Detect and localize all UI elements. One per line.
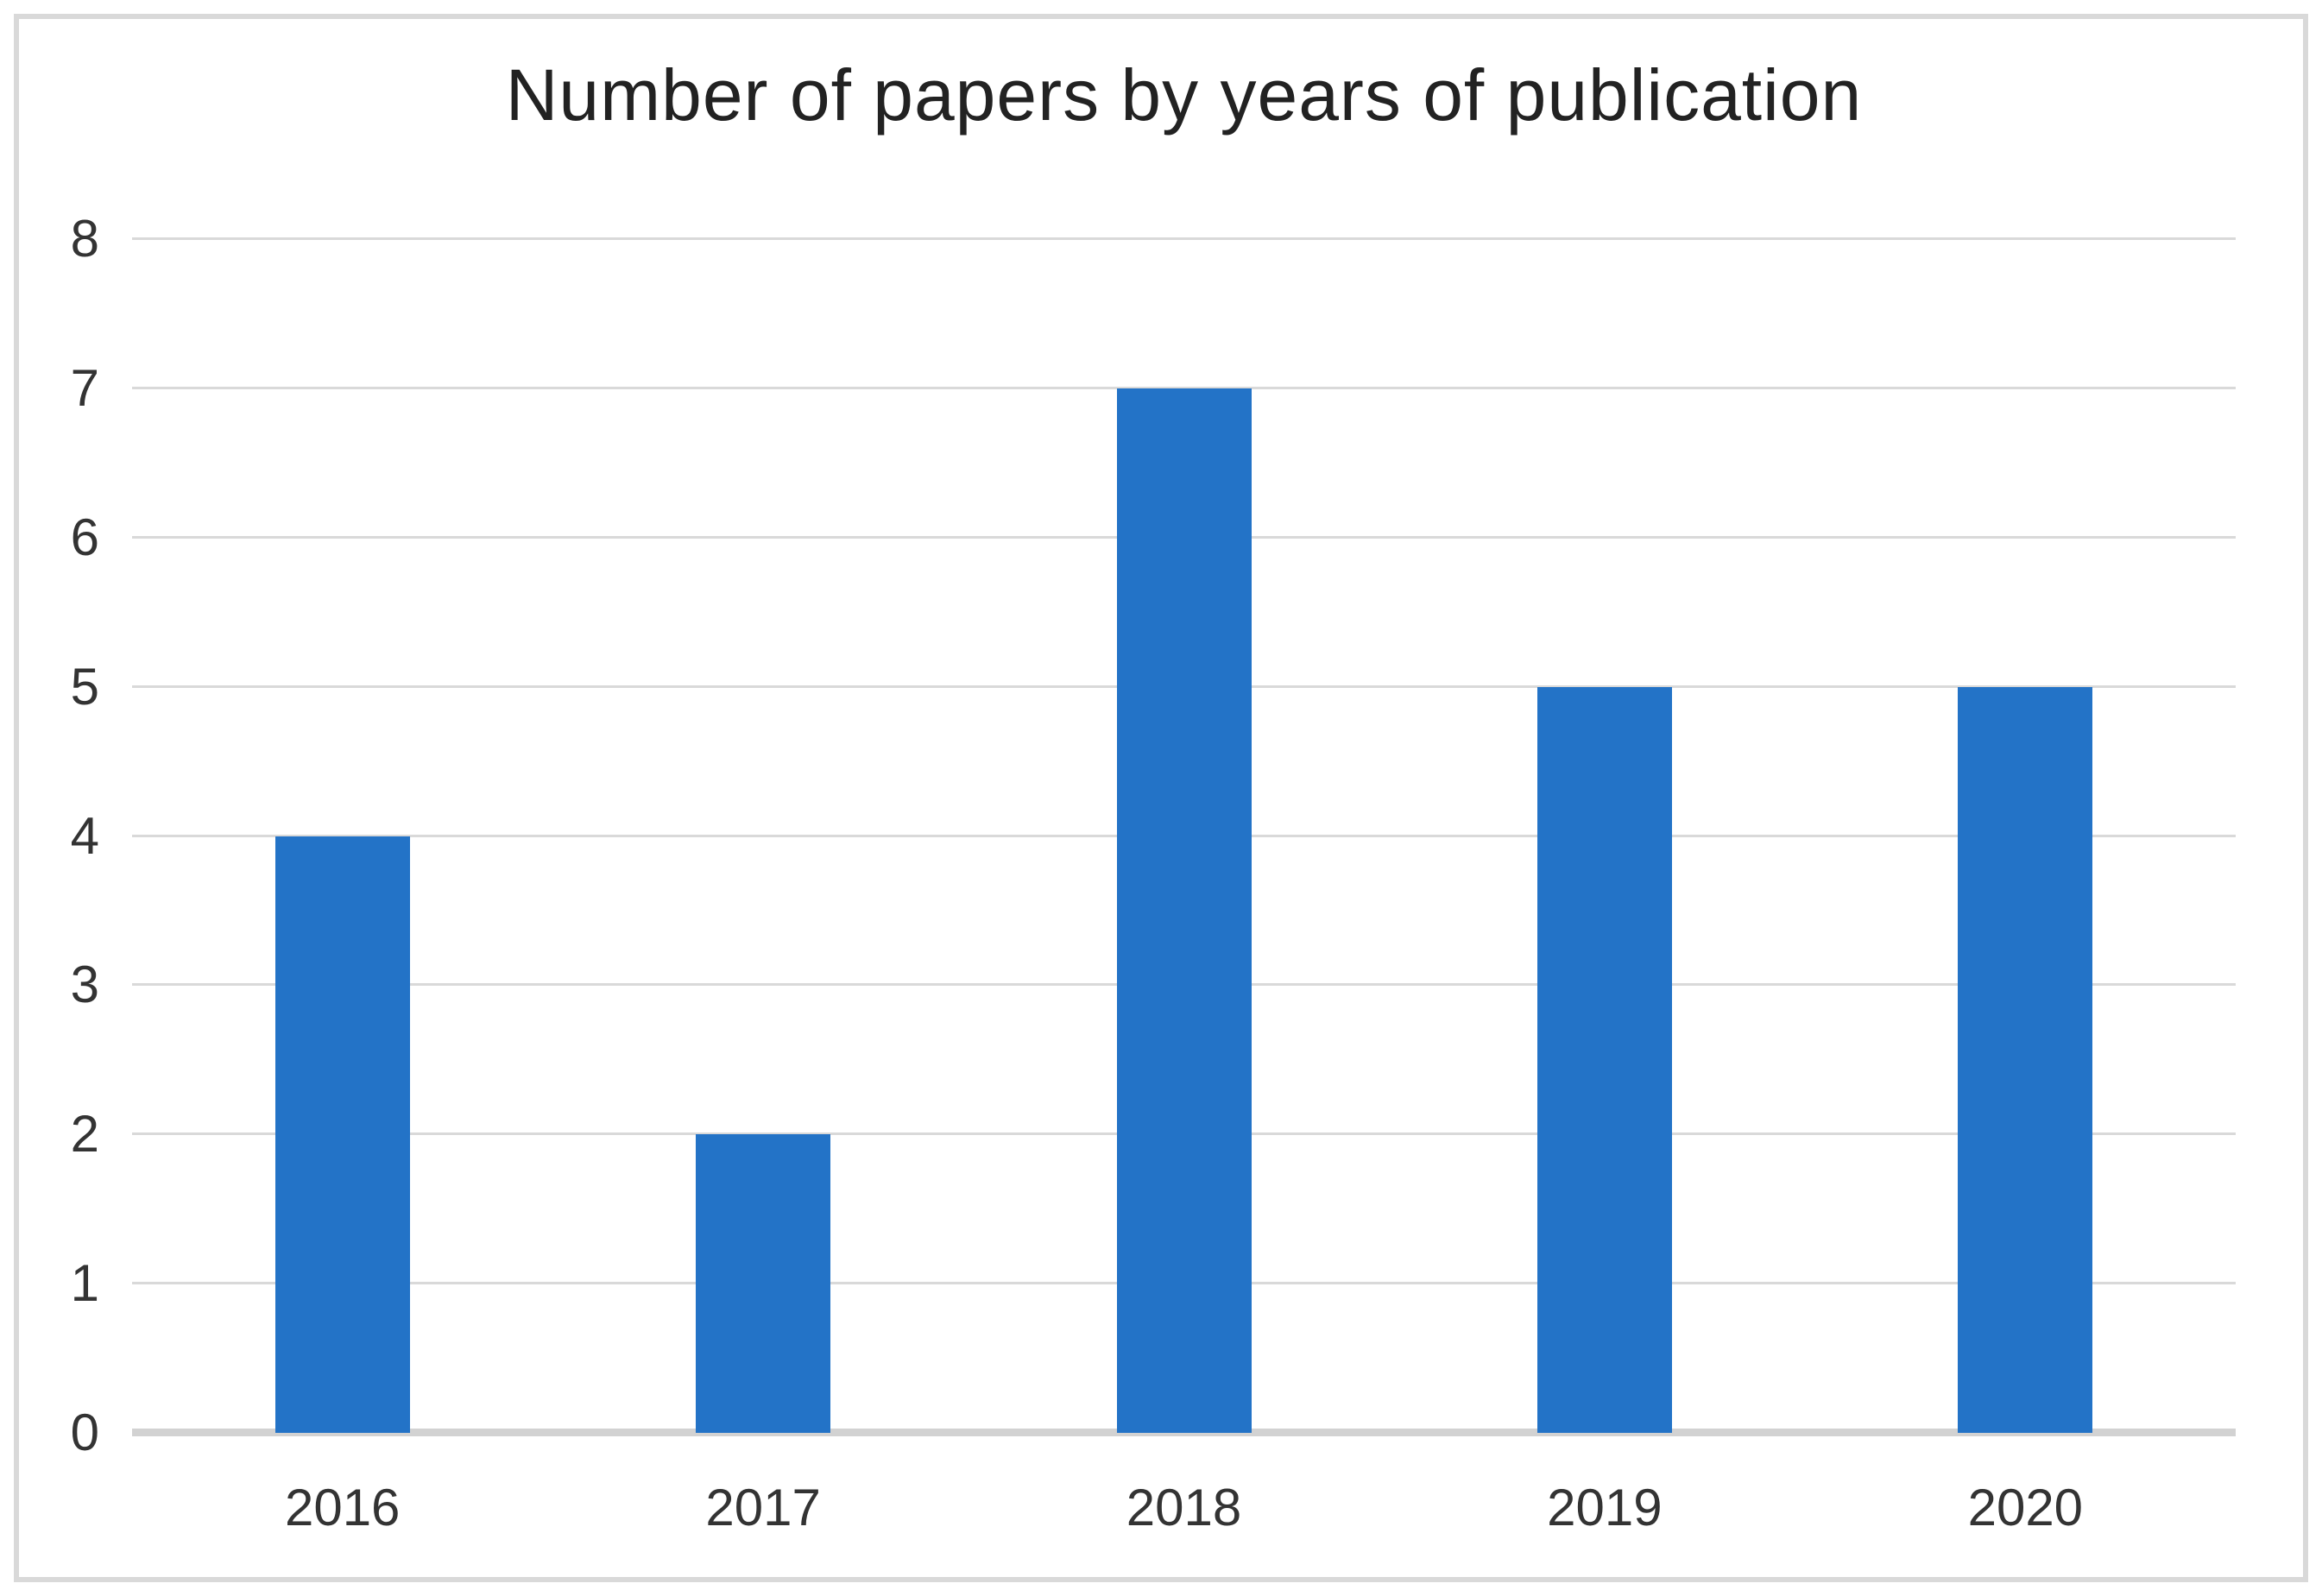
y-tick-label: 3	[70, 956, 99, 1014]
y-tick-label: 2	[70, 1105, 99, 1164]
y-tick-label: 1	[70, 1254, 99, 1313]
bar-2020	[1958, 686, 2093, 1433]
y-axis: 0 1 2 3 4 5 6 7 8	[17, 213, 99, 1459]
bar-2018	[1116, 388, 1252, 1433]
y-tick-label: 4	[70, 806, 99, 865]
y-tick-label: 0	[70, 1404, 99, 1461]
x-tick-label: 2017	[705, 1479, 821, 1536]
y-tick-label: 6	[70, 508, 99, 566]
x-tick-label: 2019	[1547, 1479, 1663, 1536]
y-tick-label: 7	[70, 358, 99, 417]
x-tick-label: 2020	[1967, 1479, 2084, 1536]
bar-2017	[696, 1134, 831, 1433]
bar-2016	[274, 836, 410, 1433]
bars-row	[132, 239, 2236, 1433]
chart-title: Number of papers by years of publication	[505, 54, 1863, 136]
bar-slot-2020	[1815, 239, 2236, 1433]
bar-slot-2019	[1394, 239, 1814, 1433]
plot-area	[132, 237, 2236, 1436]
bar-slot-2017	[552, 239, 973, 1433]
bar-slot-2018	[974, 239, 1394, 1433]
gridline	[132, 386, 2236, 389]
x-tick-label: 2016	[284, 1479, 401, 1536]
bar-slot-2016	[132, 239, 552, 1433]
y-tick-label: 5	[70, 657, 99, 716]
y-tick-label: 8	[70, 210, 99, 268]
x-axis: 2016 2017 2018 2019 2020	[132, 1478, 2236, 1537]
gridline	[132, 237, 2236, 240]
bar-2019	[1536, 686, 1672, 1433]
x-tick-label: 2018	[1126, 1479, 1242, 1536]
